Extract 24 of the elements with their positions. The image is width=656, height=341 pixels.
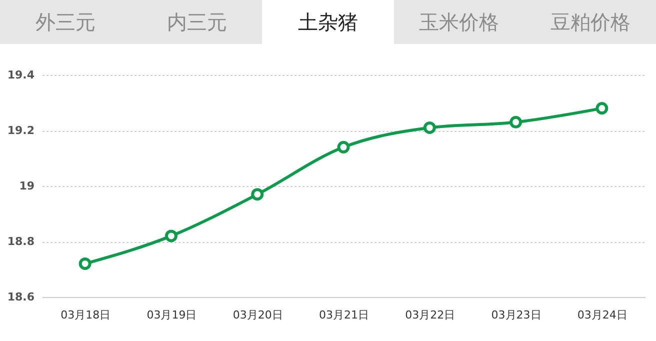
x-tick-label: 03月20日 <box>232 308 283 322</box>
y-tick-label: 19 <box>19 180 34 192</box>
y-tick-label: 18.6 <box>7 290 35 304</box>
x-tick-label: 03月19日 <box>146 308 197 322</box>
point <box>164 230 178 242</box>
point <box>337 140 350 154</box>
y-tick-label: 18.8 <box>7 235 34 248</box>
point <box>423 121 436 134</box>
chart-title: 土杂猪 <box>262 0 394 44</box>
text: 豆粕价格 <box>549 9 632 36</box>
x-tick-label: 03月18日 <box>60 308 111 322</box>
point <box>78 257 92 270</box>
text: 外三元 <box>34 9 97 36</box>
point <box>251 188 264 201</box>
x-tick-label: 03月24日 <box>577 308 628 322</box>
x-tick-label: 03月23日 <box>491 308 542 322</box>
x-tick-label: 03月21日 <box>319 308 369 322</box>
text: 玉米价格 <box>418 9 500 36</box>
point <box>596 102 608 115</box>
y-tick-label: 19.4 <box>7 68 35 82</box>
x-tick-label: 03月22日 <box>405 308 456 322</box>
text: 内三元 <box>166 9 228 36</box>
y-tick-label: 19.2 <box>7 124 34 137</box>
point <box>510 116 522 128</box>
